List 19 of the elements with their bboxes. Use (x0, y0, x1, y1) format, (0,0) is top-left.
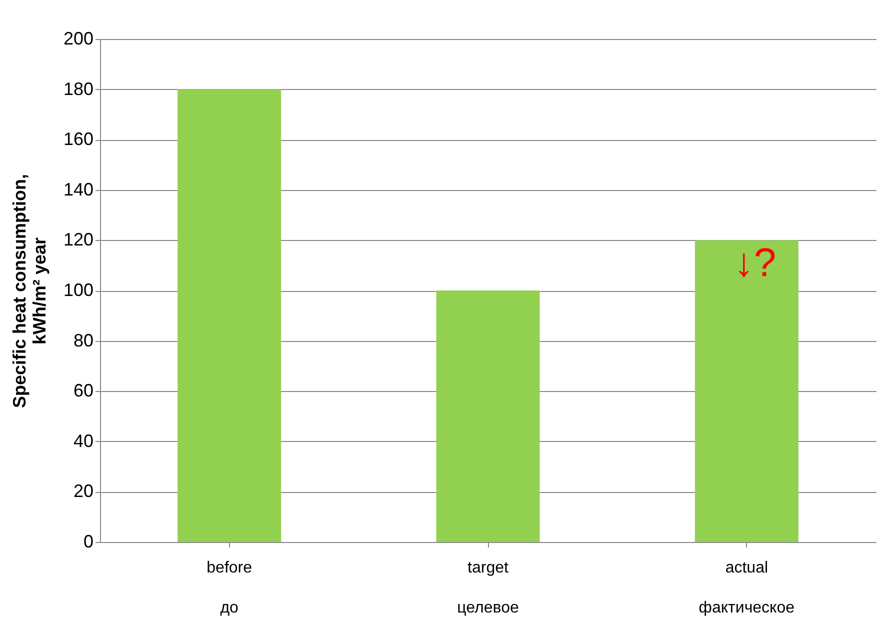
y-tick-label: 200 (63, 28, 94, 48)
y-tick-label: 140 (63, 179, 94, 200)
y-axis-title: Specific heat consumption, kWh/m² year (9, 174, 50, 408)
y-tick-label: 60 (73, 380, 94, 401)
bar (694, 240, 798, 542)
y-tick-label: 20 (73, 481, 94, 502)
category-label: before до (206, 560, 252, 616)
y-tick-label: 120 (63, 230, 94, 250)
y-tick-label: 0 (83, 532, 94, 552)
y-tick-label: 160 (63, 129, 94, 150)
annotation: ↓? (734, 241, 776, 285)
category-label: actual фактическое (698, 560, 795, 616)
y-tick-label: 180 (63, 78, 94, 99)
y-tick-label: 80 (73, 330, 94, 350)
bar (436, 290, 540, 542)
bar (178, 89, 282, 542)
y-tick-label: 100 (63, 280, 94, 300)
category-label: target целевое (457, 560, 519, 616)
y-tick-label: 40 (73, 430, 94, 451)
